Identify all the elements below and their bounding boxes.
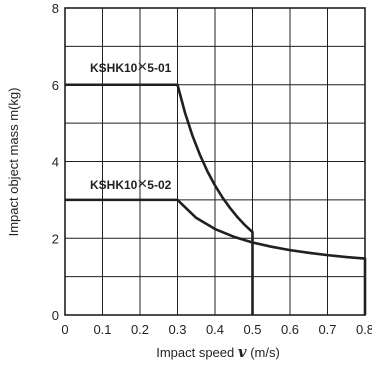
series-line-1 [65,83,254,315]
series-label-ksh-01-times: × [137,57,147,76]
series-label-ksh-01-part3: 5-01 [147,61,171,75]
y-tick-label: 8 [52,1,59,16]
x-tick-label: 0.8 [356,322,372,337]
x-tick-label: 0.5 [243,322,261,337]
series-label-ksh-02-part3: 5-02 [147,178,171,192]
y-tick-labels: 0 2 4 6 8 [52,1,59,323]
x-tick-label: 0.6 [281,322,299,337]
series-lines [65,83,367,315]
plot-frame [64,7,366,316]
y-tick-label: 4 [52,155,59,170]
grid [65,8,365,315]
x-tick-labels: 0 0.1 0.2 0.3 0.4 0.5 0.6 0.7 0.8 [61,322,372,337]
x-tick-label: 0.2 [131,322,149,337]
series-label-ksh-01: KSHK10×5-01 [90,57,172,76]
x-tick-label: 0 [61,322,68,337]
series-label-ksh-01-part1: KSHK10 [90,61,138,75]
series-label-ksh-02-times: × [137,174,147,193]
y-axis-label: Impact object mass m(kg) [6,88,21,237]
x-axis-label-var: v [238,343,247,361]
x-tick-label: 0.1 [93,322,111,337]
y-tick-label: 0 [52,308,59,323]
x-axis-label-prefix: Impact speed [156,345,238,360]
x-axis-label: Impact speed v (m/s) [156,343,280,361]
x-tick-label: 0.3 [168,322,186,337]
x-axis-label-suffix: (m/s) [247,345,280,360]
y-tick-label: 6 [52,78,59,93]
y-tick-label: 2 [52,231,59,246]
series-label-ksh-02: KSHK10×5-02 [90,174,172,193]
x-tick-label: 0.7 [318,322,336,337]
series-label-ksh-02-part1: KSHK10 [90,178,138,192]
x-tick-label: 0.4 [206,322,224,337]
series-line-2 [65,198,367,315]
